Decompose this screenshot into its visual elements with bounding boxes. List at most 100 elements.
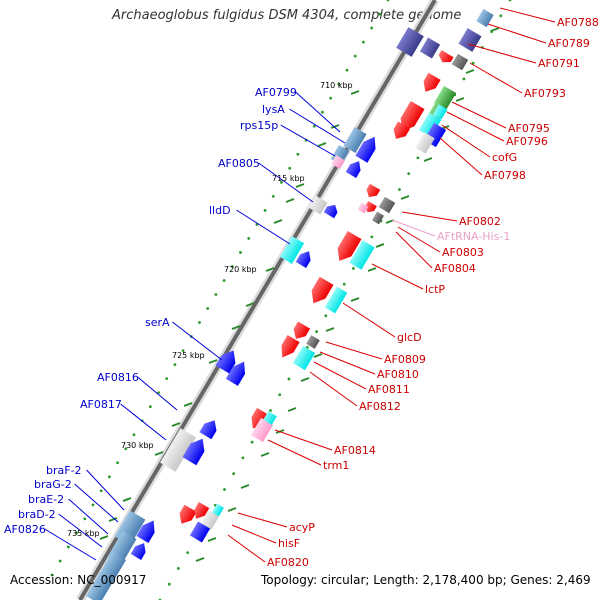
track-dot-inner <box>370 26 374 30</box>
track-dot-inner <box>58 559 62 563</box>
gene-box <box>331 155 345 169</box>
leader-line-right <box>313 361 367 390</box>
gene-feature <box>365 201 377 213</box>
gene-label-left: AF0817 <box>80 398 122 411</box>
minor-tick <box>108 517 118 522</box>
gene-feature <box>438 50 454 63</box>
gene-feature <box>130 543 146 560</box>
major-tick <box>154 451 164 456</box>
track-dot-outer <box>287 377 291 381</box>
minor-tick <box>367 267 377 272</box>
gene-feature <box>200 510 220 530</box>
gene-arrow <box>393 121 411 139</box>
gene-feature <box>418 112 442 138</box>
gene-label-left: AF0805 <box>218 157 260 170</box>
minor-tick <box>375 243 385 248</box>
gene-box <box>349 240 375 270</box>
minor-tick <box>227 507 237 512</box>
track-dot-inner <box>362 40 365 44</box>
leader-line-left <box>137 376 178 411</box>
minor-tick <box>171 422 181 427</box>
gene-feature <box>225 361 246 386</box>
track-dot-inner <box>50 573 54 577</box>
track-dot-inner <box>66 545 70 549</box>
leader-line-right <box>231 524 277 544</box>
gene-label-right: AF0811 <box>368 383 410 396</box>
label-layer: 710 kbp 715 kbp 720 kbp 725 kbp 730 kbp 735 k… <box>4 16 599 569</box>
leader-line-right <box>499 7 556 23</box>
gene-feature <box>250 417 274 443</box>
gene-feature <box>182 438 205 466</box>
leader-line-right <box>469 62 523 94</box>
gene-label-right: AF0812 <box>359 400 401 413</box>
track-dot-inner <box>75 531 78 535</box>
leader-line-right <box>237 512 288 528</box>
track-dot-outer <box>241 456 245 460</box>
minor-tick <box>183 402 193 407</box>
gene-label-right: AF0810 <box>377 368 419 381</box>
gene-label-right: glcD <box>397 331 422 344</box>
track-dot-outer <box>398 188 401 191</box>
leader-line-right <box>395 231 433 269</box>
leader-line-right <box>371 263 424 290</box>
leader-line-left <box>58 513 103 548</box>
gene-feature <box>292 345 316 371</box>
gene-arrow <box>400 101 425 131</box>
gene-label-right: hisF <box>278 537 300 550</box>
gene-arrow <box>423 72 441 92</box>
gene-box <box>200 510 220 530</box>
track-dot-inner <box>337 82 341 86</box>
gene-feature <box>212 503 224 517</box>
leader-line-right <box>325 341 383 360</box>
leader-line-right <box>319 351 376 375</box>
gene-box <box>279 236 305 264</box>
gene-label-right: acyP <box>289 521 315 534</box>
gene-arrow <box>311 276 334 304</box>
gene-arrow <box>179 504 197 524</box>
gene-box <box>418 112 442 138</box>
track-dot-outer <box>352 267 355 270</box>
track-dot-outer <box>177 567 180 570</box>
gene-feature <box>279 236 305 264</box>
gene-feature <box>85 571 115 600</box>
track-dot-inner <box>263 208 267 212</box>
gene-label-left: AF0816 <box>97 371 139 384</box>
gene-label-right: AF0791 <box>538 57 580 70</box>
leader-line-right <box>397 226 441 253</box>
gene-feature <box>199 420 217 440</box>
leader-line-left <box>236 209 291 245</box>
gene-box <box>160 428 196 472</box>
gene-feature <box>189 521 211 543</box>
genome-axis <box>78 0 437 600</box>
gene-feature <box>378 196 396 214</box>
leader-line-right <box>401 211 458 222</box>
gene-feature <box>458 28 482 52</box>
gene-arrow <box>225 361 246 386</box>
track-dot-outer <box>186 551 190 555</box>
gene-label-right: AF0814 <box>334 444 376 457</box>
gene-box <box>189 521 211 543</box>
gene-feature <box>311 276 334 304</box>
track-dot-inner <box>378 12 382 16</box>
gene-feature <box>345 161 361 178</box>
gene-feature <box>263 411 277 425</box>
gene-label-right: AFtRNA-His-1 <box>437 230 510 243</box>
backbone-layer <box>50 0 512 600</box>
gene-arrow <box>438 50 454 63</box>
gene-feature <box>372 211 384 225</box>
gene-label-right: AF0802 <box>459 215 501 228</box>
track-dot-inner <box>83 517 87 521</box>
gene-box <box>419 37 441 59</box>
gene-feature <box>337 231 362 261</box>
gene-feature <box>251 407 270 429</box>
gene-feature <box>343 126 367 154</box>
gene-arrow <box>215 350 236 374</box>
gene-box <box>396 27 424 57</box>
major-tick <box>350 90 360 95</box>
gene-label-right: AF0804 <box>434 262 476 275</box>
track-dot-inner <box>312 124 316 128</box>
gene-label-right: AF0788 <box>557 16 599 29</box>
gene-arrow <box>136 520 155 544</box>
gene-arrow <box>345 161 361 178</box>
